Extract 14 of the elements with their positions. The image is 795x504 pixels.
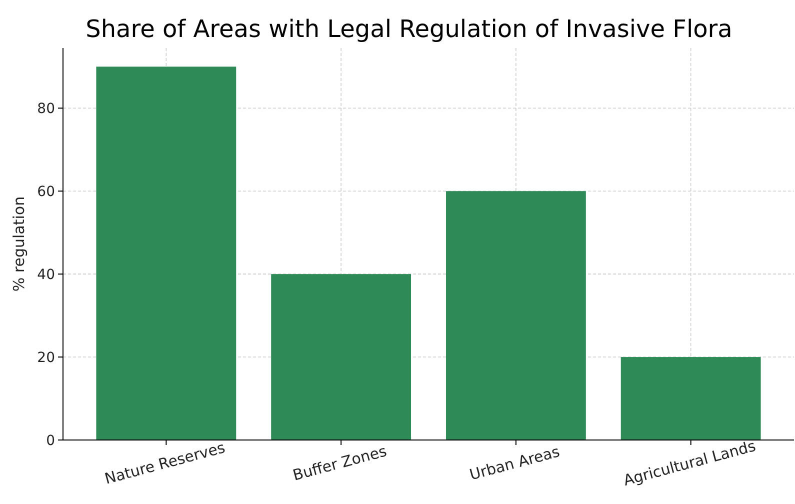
bar — [271, 274, 412, 440]
y-axis-title: % regulation — [10, 196, 28, 292]
x-tick-label: Urban Areas — [468, 442, 562, 484]
y-tick-label: 60 — [37, 184, 55, 200]
y-tick-label: 40 — [37, 266, 55, 283]
x-tick-label: Buffer Zones — [290, 442, 389, 484]
y-tick-label: 80 — [37, 101, 55, 118]
bar — [96, 66, 236, 440]
chart-title: Share of Areas with Legal Regulation of Invasive Flora — [86, 15, 732, 43]
y-tick-label: 20 — [37, 350, 55, 366]
x-tick-label: Nature Reserves — [102, 438, 228, 488]
bar — [446, 191, 586, 440]
bar — [620, 357, 761, 440]
y-tick-label: 0 — [46, 432, 55, 449]
